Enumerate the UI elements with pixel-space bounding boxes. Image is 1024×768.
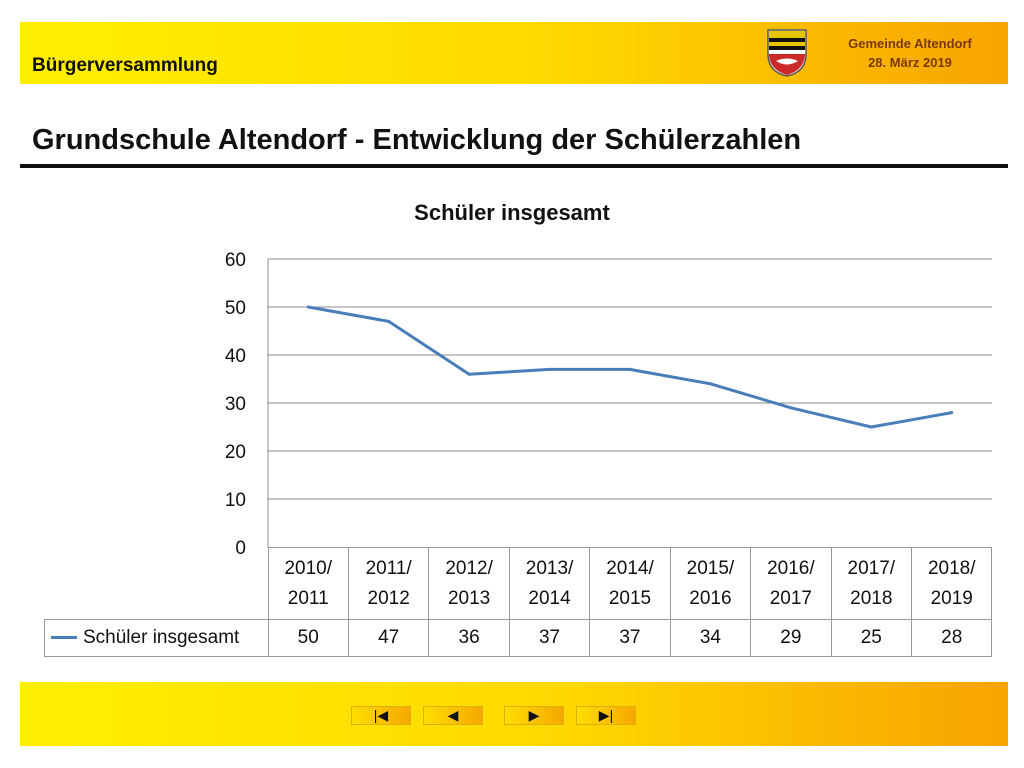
- x-tick-label: 2013/2014: [508, 547, 591, 620]
- series-line: [307, 305, 953, 429]
- data-point: [628, 367, 632, 371]
- data-label: 28: [910, 619, 993, 657]
- x-tick-label: 2016/2017: [750, 547, 832, 620]
- first-slide-icon: |◀: [373, 707, 389, 723]
- x-tick-label: 2018/2019: [910, 547, 993, 620]
- coat-of-arms-icon: [767, 29, 807, 77]
- data-point: [869, 425, 873, 429]
- legend-entry: Schüler insgesamt: [44, 619, 269, 657]
- data-point: [387, 319, 391, 323]
- y-tick-label: 20: [225, 442, 246, 463]
- y-tick-label: 40: [225, 346, 246, 367]
- table-corner: [44, 547, 269, 620]
- x-tick-label: 2014/2015: [589, 547, 671, 620]
- municipality-block: Gemeinde Altendorf 28. März 2019: [832, 34, 988, 72]
- presentation-date: 28. März 2019: [868, 55, 952, 70]
- first-slide-button[interactable]: |◀: [351, 706, 411, 725]
- data-label: 47: [347, 619, 430, 657]
- data-label: 25: [830, 619, 913, 657]
- data-label: 36: [428, 619, 510, 657]
- data-label: 37: [589, 619, 671, 657]
- next-slide-icon: ▶: [528, 707, 540, 723]
- data-point: [789, 406, 793, 410]
- data-point: [306, 305, 310, 309]
- x-tick-label: 2011/2012: [347, 547, 430, 620]
- series-row: Schüler insgesamt 50 47 36 37 37 34 29 25 28: [44, 619, 993, 657]
- y-tick-label: 30: [225, 394, 246, 415]
- previous-slide-button[interactable]: ◀: [423, 706, 483, 725]
- data-point: [950, 411, 954, 415]
- footer-bar: |◀ ◀ ▶ ▶|: [20, 682, 1008, 746]
- data-point: [467, 372, 471, 376]
- municipality-name: Gemeinde Altendorf: [848, 36, 972, 51]
- y-tick-label: 50: [225, 298, 246, 319]
- legend-line-icon: [51, 636, 77, 640]
- data-label: 34: [669, 619, 752, 657]
- data-point: [548, 367, 552, 371]
- next-slide-button[interactable]: ▶: [504, 706, 564, 725]
- category-row: 2010/2011 2011/2012 2012/2013 2013/2014 2014…: [44, 547, 993, 620]
- y-tick-label: 60: [225, 250, 246, 271]
- x-tick-label: 2012/2013: [428, 547, 510, 620]
- chart-data-table: 2010/2011 2011/2012 2012/2013 2013/2014 2014…: [44, 547, 993, 657]
- header-title: Bürgerversammlung: [32, 55, 218, 76]
- chart-title: Schüler insgesamt: [414, 200, 610, 225]
- x-tick-label: 2017/2018: [830, 547, 913, 620]
- data-point: [708, 382, 712, 386]
- title-divider: [20, 164, 1008, 168]
- previous-slide-icon: ◀: [447, 707, 459, 723]
- data-label: 37: [508, 619, 591, 657]
- last-slide-button[interactable]: ▶|: [576, 706, 636, 725]
- legend-label: Schüler insgesamt: [83, 627, 240, 648]
- data-label: 50: [267, 619, 349, 657]
- x-tick-label: 2015/2016: [669, 547, 752, 620]
- last-slide-icon: ▶|: [598, 707, 614, 723]
- x-tick-label: 2010/2011: [267, 547, 349, 620]
- data-label: 29: [750, 619, 832, 657]
- y-tick-label: 10: [225, 490, 246, 511]
- header-bar: Bürgerversammlung Gemeinde Altendorf 28.…: [20, 22, 1008, 84]
- page-title: Grundschule Altendorf - Entwicklung der …: [32, 124, 802, 156]
